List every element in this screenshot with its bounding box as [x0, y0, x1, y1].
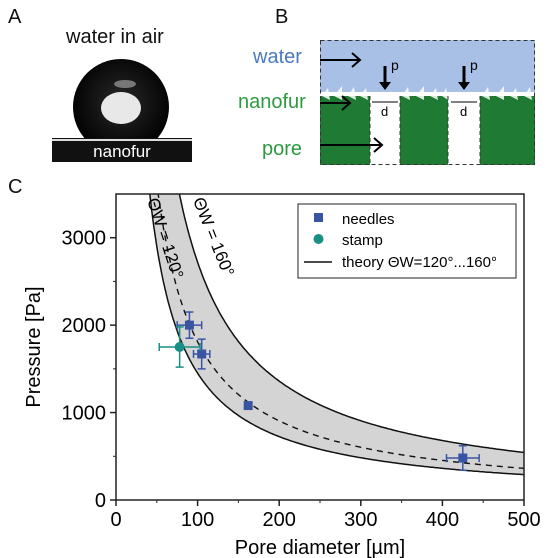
x-tick-label: 100	[181, 509, 214, 531]
diameter-symbol-1: d	[381, 104, 388, 119]
photo-substrate-label: nanofur	[93, 142, 151, 161]
x-tick-label: 500	[507, 509, 540, 531]
photo-title: water in air	[66, 26, 164, 48]
x-tick-label: 0	[110, 509, 121, 531]
y-tick-label: 0	[95, 490, 106, 512]
legend-needles-marker	[314, 213, 323, 222]
x-tick-label: 200	[263, 509, 296, 531]
x-tick-label: 400	[426, 509, 459, 531]
schematic-diagram: p p d d	[320, 40, 535, 165]
legend-stamp-label: stamp	[342, 232, 383, 249]
droplet-photo: water in air nanofur	[38, 24, 208, 174]
pressure-symbol-2: p	[470, 57, 478, 73]
panel-a-label: A	[8, 6, 22, 28]
legend-theory-label: theory ΘW=120°...160°	[342, 254, 497, 271]
theory-band	[149, 194, 524, 475]
legend-box	[297, 203, 517, 279]
schematic-pore-label: pore	[262, 138, 303, 160]
x-tick-label: 300	[344, 509, 377, 531]
needles-point	[243, 401, 253, 411]
y-tick-label: 1000	[62, 403, 107, 425]
panel-c-label: C	[8, 176, 23, 198]
schematic-water-label: water	[253, 46, 302, 68]
diameter-symbol-2: d	[460, 104, 467, 119]
pressure-symbol-1: p	[391, 57, 399, 73]
legend-needles-label: needles	[342, 211, 395, 228]
stamp-point	[174, 342, 185, 352]
y-tick-label: 2000	[62, 315, 107, 337]
needles-point	[197, 349, 207, 359]
needles-point	[458, 453, 468, 463]
theory-curve-120	[149, 194, 524, 476]
x-axis-label: Pore diameter [µm]	[235, 537, 405, 558]
droplet-image	[50, 58, 194, 162]
y-axis-label: Pressure [Pa]	[23, 286, 45, 407]
schematic-nanofur-label: nanofur	[238, 91, 306, 113]
theory-curve-160	[178, 194, 524, 454]
panel-b-label: B	[275, 6, 289, 28]
legend-stamp-marker	[313, 234, 324, 244]
needles-point	[184, 320, 194, 330]
y-tick-label: 3000	[62, 228, 107, 250]
